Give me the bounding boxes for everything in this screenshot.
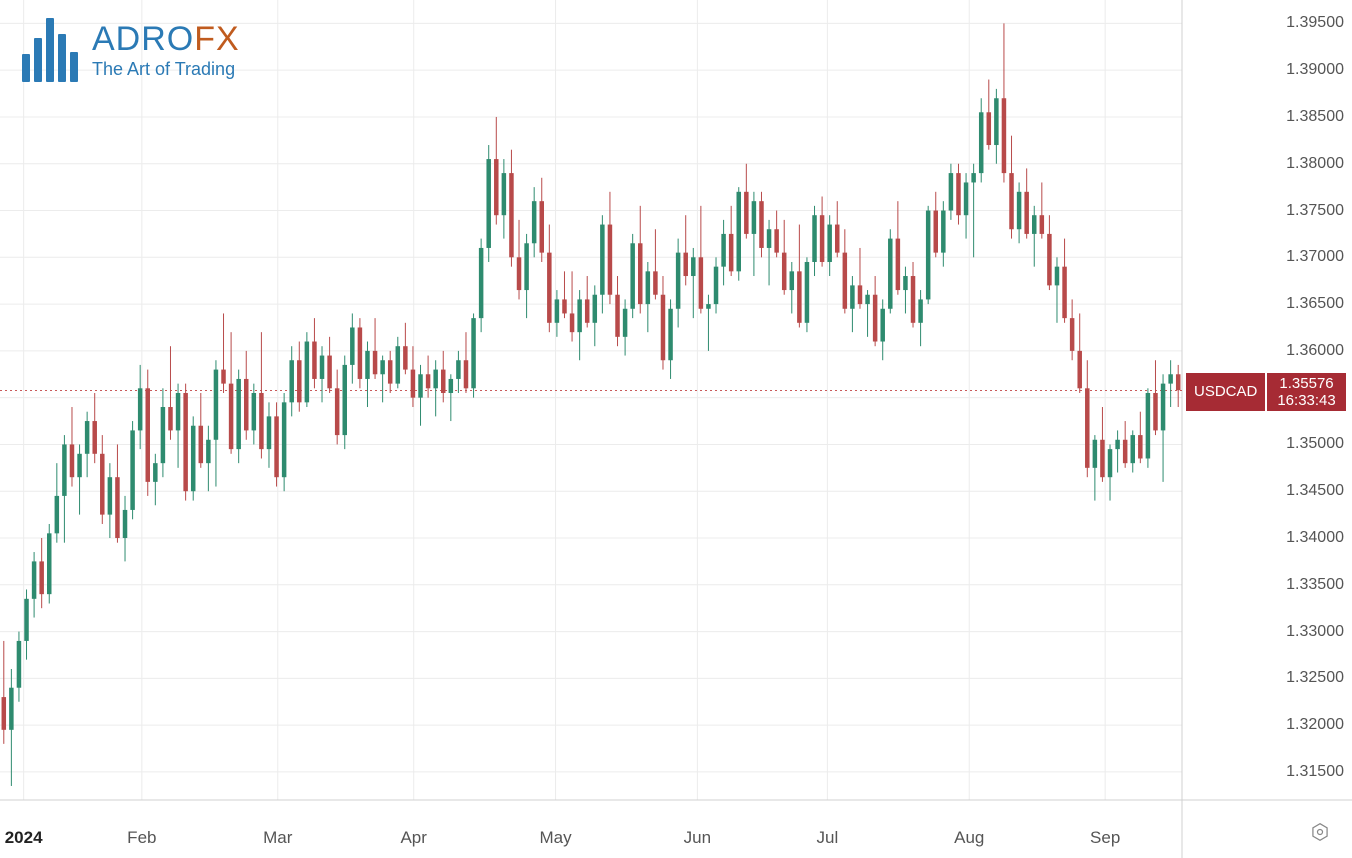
logo-title-part2: FX <box>194 20 239 58</box>
logo-title-part1: ADRO <box>92 20 194 58</box>
x-tick-label: Jul <box>817 828 839 848</box>
y-tick-label: 1.34000 <box>1286 529 1344 547</box>
x-tick-label: May <box>539 828 571 848</box>
y-tick-label: 1.39500 <box>1286 14 1344 32</box>
x-tick-label: Feb <box>127 828 156 848</box>
x-axis-labels: 2024 Feb Mar Apr May Jun Jul Aug Sep <box>0 818 1270 858</box>
logo-tagline: The Art of Trading <box>92 60 240 78</box>
y-tick-label: 1.32000 <box>1286 716 1344 734</box>
y-tick-label: 1.38500 <box>1286 108 1344 126</box>
settings-icon[interactable] <box>1310 822 1330 842</box>
y-tick-label: 1.37500 <box>1286 202 1344 220</box>
brand-logo: ADROFX The Art of Trading <box>22 18 240 82</box>
current-price-tag[interactable]: USDCAD 1.35576 16:33:43 <box>1186 373 1346 412</box>
y-tick-label: 1.32500 <box>1286 669 1344 687</box>
y-tick-label: 1.35000 <box>1286 435 1344 453</box>
price-tag-symbol: USDCAD <box>1186 373 1265 412</box>
logo-bars-icon <box>22 18 78 82</box>
logo-title: ADROFX <box>92 22 240 56</box>
y-tick-label: 1.36500 <box>1286 295 1344 313</box>
candlestick-chart[interactable] <box>0 0 1352 858</box>
y-tick-label: 1.33000 <box>1286 623 1344 641</box>
x-tick-label: Mar <box>263 828 292 848</box>
y-tick-label: 1.36000 <box>1286 342 1344 360</box>
y-tick-label: 1.38000 <box>1286 155 1344 173</box>
x-tick-label: Aug <box>954 828 984 848</box>
y-tick-label: 1.39000 <box>1286 61 1344 79</box>
y-tick-label: 1.33500 <box>1286 576 1344 594</box>
y-tick-label: 1.34500 <box>1286 482 1344 500</box>
x-tick-label: Jun <box>684 828 711 848</box>
x-tick-label: Apr <box>400 828 426 848</box>
y-tick-label: 1.37000 <box>1286 248 1344 266</box>
x-tick-label: Sep <box>1090 828 1120 848</box>
x-tick-label: 2024 <box>5 828 43 848</box>
price-tag-countdown: 16:33:43 <box>1277 392 1335 409</box>
price-tag-value: 1.35576 <box>1279 375 1333 392</box>
y-tick-label: 1.31500 <box>1286 763 1344 781</box>
